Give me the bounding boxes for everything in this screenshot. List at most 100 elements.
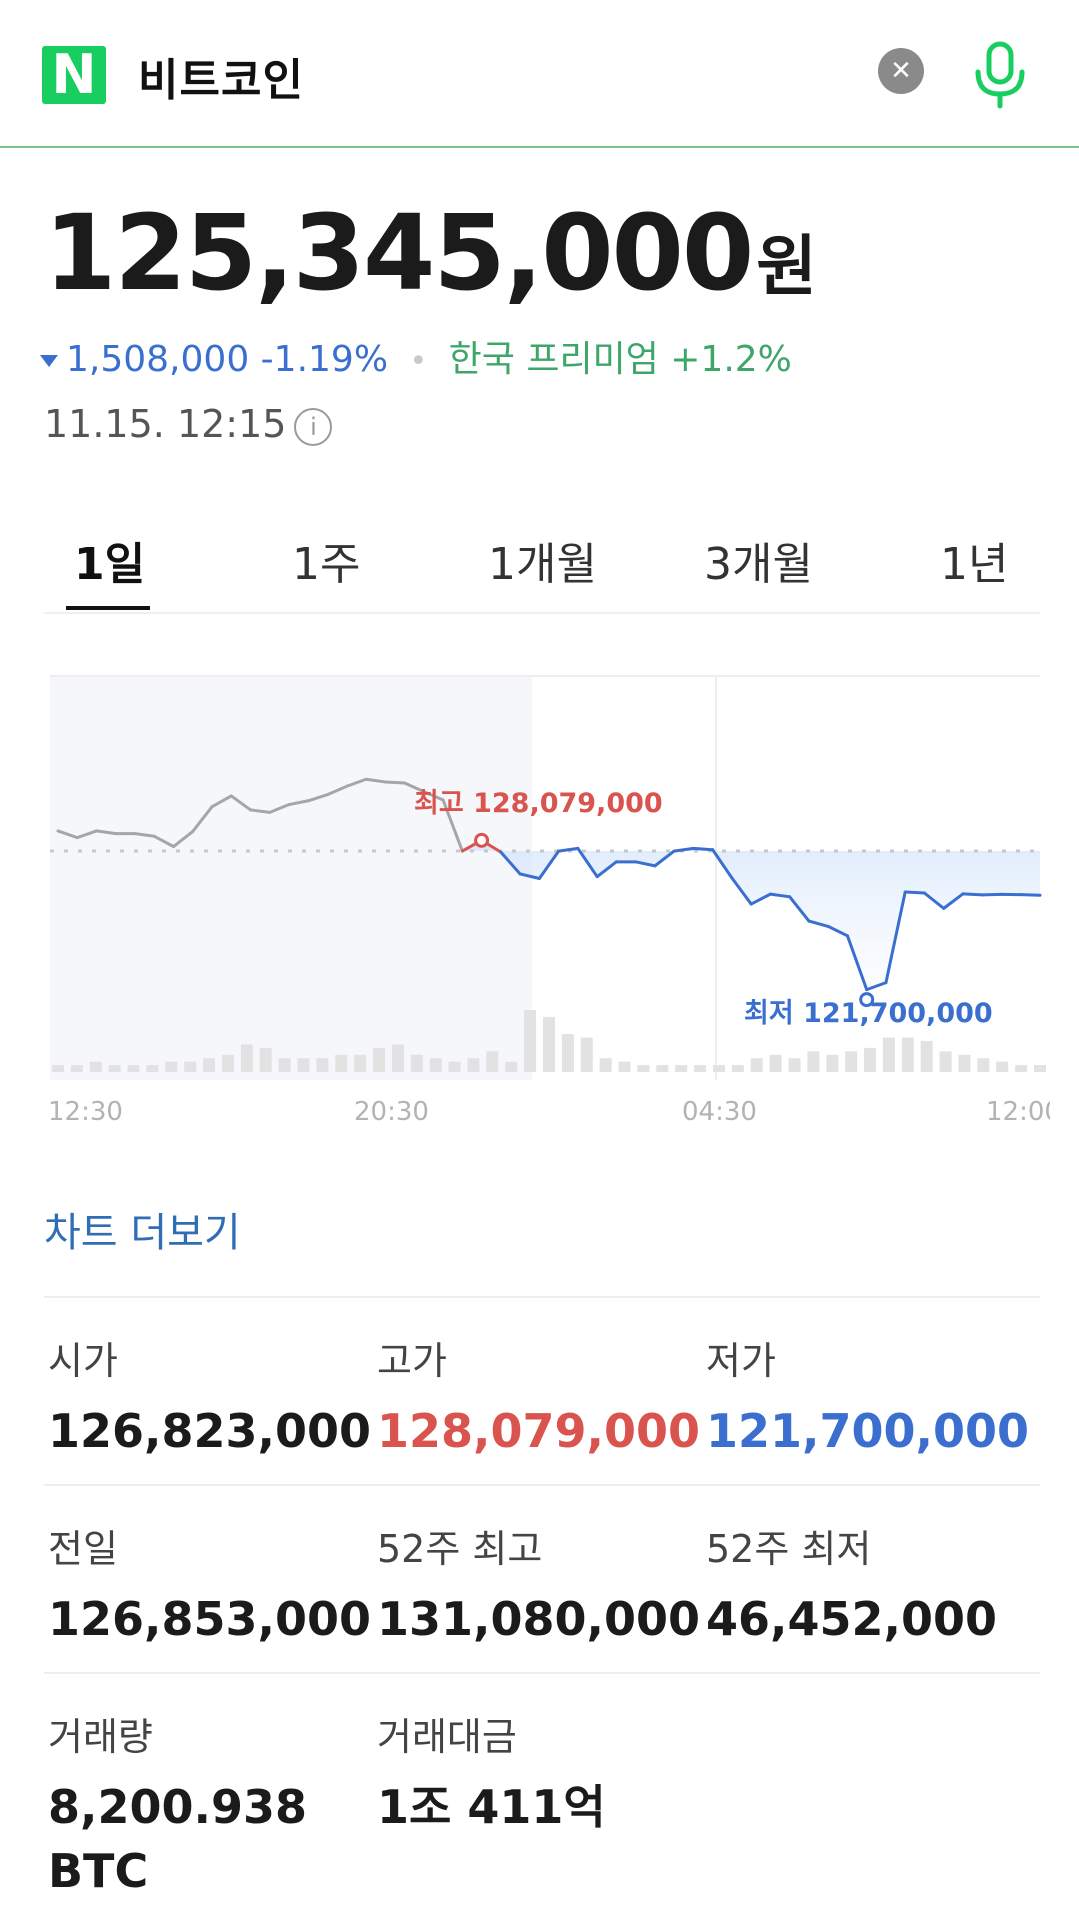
- high-marker: [474, 832, 490, 848]
- price-line-segment: [56, 829, 79, 840]
- low-label: 최저 121,700,000: [744, 998, 993, 1029]
- volume-bar: [882, 1037, 895, 1072]
- volume-bar: [316, 1058, 329, 1072]
- close-icon[interactable]: ✕: [878, 48, 924, 94]
- volume-bar: [618, 1061, 631, 1072]
- price-line-segment: [672, 846, 695, 853]
- volume-bar: [826, 1054, 839, 1072]
- price-line-segment: [249, 808, 272, 814]
- price-line-segment: [268, 803, 291, 814]
- price-line-segment: [75, 829, 99, 840]
- timestamp: 11.15. 12:15: [44, 402, 287, 446]
- volume-bar: [240, 1044, 253, 1072]
- price-line-segment: [788, 895, 811, 923]
- divider: [44, 1484, 1040, 1486]
- mic-icon[interactable]: [970, 38, 1030, 110]
- tab-3month[interactable]: 3개월: [704, 539, 813, 590]
- volume-bar: [656, 1065, 669, 1072]
- price-line-segment: [172, 829, 195, 849]
- stat-value: 128,079,000: [377, 1404, 701, 1458]
- stat-volume: 거래량 8,200.938 BTC: [48, 1706, 307, 1904]
- stat-52w-low: 52주 최저 46,452,000: [706, 1518, 997, 1651]
- price-line: [56, 777, 1042, 992]
- price-chart[interactable]: 최고 128,079,000 최저 121,700,000 12:30 20:30…: [40, 668, 1050, 1138]
- price-line-segment: [306, 793, 330, 803]
- x-axis-ticks: 12:30 20:30 04:30 12:00: [48, 1097, 1050, 1127]
- stat-trade-value: 거래대금 1조 411억: [377, 1706, 606, 1839]
- tab-1day[interactable]: 1일: [74, 539, 146, 590]
- tab-1week[interactable]: 1주: [292, 539, 361, 590]
- tab-1month[interactable]: 1개월: [488, 539, 597, 590]
- volume-bar: [750, 1058, 763, 1072]
- stat-value: 8,200.938 BTC: [48, 1775, 307, 1904]
- volume-bar: [694, 1065, 707, 1072]
- stat-52w-high: 52주 최고 131,080,000: [377, 1518, 700, 1651]
- volume-bar: [769, 1054, 782, 1072]
- current-price: 125,345,000원: [44, 192, 817, 314]
- price-line-segment: [95, 829, 118, 836]
- volume-unit: BTC: [48, 1844, 149, 1899]
- stat-value: 126,823,000: [48, 1404, 372, 1458]
- volume-bar: [901, 1037, 914, 1072]
- volume-bar: [543, 1016, 555, 1072]
- price-line-segment: [1019, 893, 1042, 897]
- x-tick-label: 12:30: [48, 1097, 123, 1127]
- price-line-segment: [210, 794, 233, 809]
- volume-bar: [297, 1058, 310, 1072]
- volume-bar: [712, 1065, 725, 1072]
- price-line-segment: [980, 892, 1003, 897]
- price-line-segment: [518, 872, 541, 881]
- naver-logo[interactable]: N: [42, 46, 106, 104]
- change-amount: 1,508,000: [66, 339, 250, 380]
- volume-bar: [429, 1058, 442, 1072]
- x-tick-label: 04:30: [682, 1097, 757, 1127]
- volume-bar: [165, 1061, 178, 1072]
- volume-bar: [1015, 1065, 1028, 1072]
- price-line-segment: [768, 892, 792, 899]
- search-query[interactable]: 비트코인: [138, 55, 304, 106]
- price-line-segment: [903, 890, 926, 895]
- stat-label: 거래량: [48, 1715, 153, 1759]
- stat-prev-close: 전일 126,853,000: [48, 1518, 371, 1651]
- volume-bar: [410, 1054, 423, 1072]
- volume-bar: [354, 1054, 367, 1072]
- volume-bar: [467, 1058, 480, 1072]
- price-unit: 원: [756, 228, 818, 305]
- volume-bar: [996, 1061, 1009, 1072]
- price-line-segment: [807, 919, 830, 928]
- stat-label: 고가: [377, 1339, 447, 1383]
- volume-bar: [486, 1051, 499, 1072]
- price-line-segment: [730, 876, 753, 906]
- stat-label: 52주 최저: [706, 1527, 872, 1571]
- price-line-segment: [653, 849, 676, 868]
- volume-bar: [1034, 1065, 1046, 1072]
- timestamp-row: 11.15. 12:15 i: [44, 402, 333, 446]
- down-arrow-icon: [40, 355, 58, 367]
- volume-bar: [580, 1037, 593, 1072]
- price-value: 125,345,000: [44, 192, 754, 314]
- price-line-segment: [537, 849, 561, 881]
- stat-low: 저가 121,700,000: [706, 1330, 1029, 1463]
- divider: [44, 1296, 1040, 1298]
- high-label: 최고 128,079,000: [414, 788, 663, 819]
- active-tab-indicator: [66, 606, 150, 610]
- x-tick-label: 20:30: [354, 1097, 429, 1127]
- separator-dot: •: [409, 344, 428, 379]
- logo-letter: N: [51, 43, 97, 106]
- volume-bar: [184, 1061, 197, 1072]
- korea-premium: 한국 프리미엄 +1.2%: [448, 339, 792, 380]
- info-icon[interactable]: i: [294, 407, 333, 446]
- tab-1year[interactable]: 1년: [940, 539, 1009, 590]
- volume-bar: [448, 1061, 461, 1072]
- volume-bar: [637, 1065, 650, 1072]
- chart-more-link[interactable]: 차트 더보기: [44, 1210, 241, 1256]
- volume-bar: [70, 1065, 83, 1072]
- stat-value: 126,853,000: [48, 1592, 372, 1646]
- volume-bar: [675, 1065, 688, 1072]
- price-line-segment: [826, 924, 849, 938]
- price-line-segment: [865, 981, 888, 992]
- stat-label: 전일: [48, 1527, 118, 1571]
- price-line-segment: [229, 794, 253, 812]
- price-line-segment: [711, 848, 734, 880]
- price-line-segment: [922, 891, 946, 910]
